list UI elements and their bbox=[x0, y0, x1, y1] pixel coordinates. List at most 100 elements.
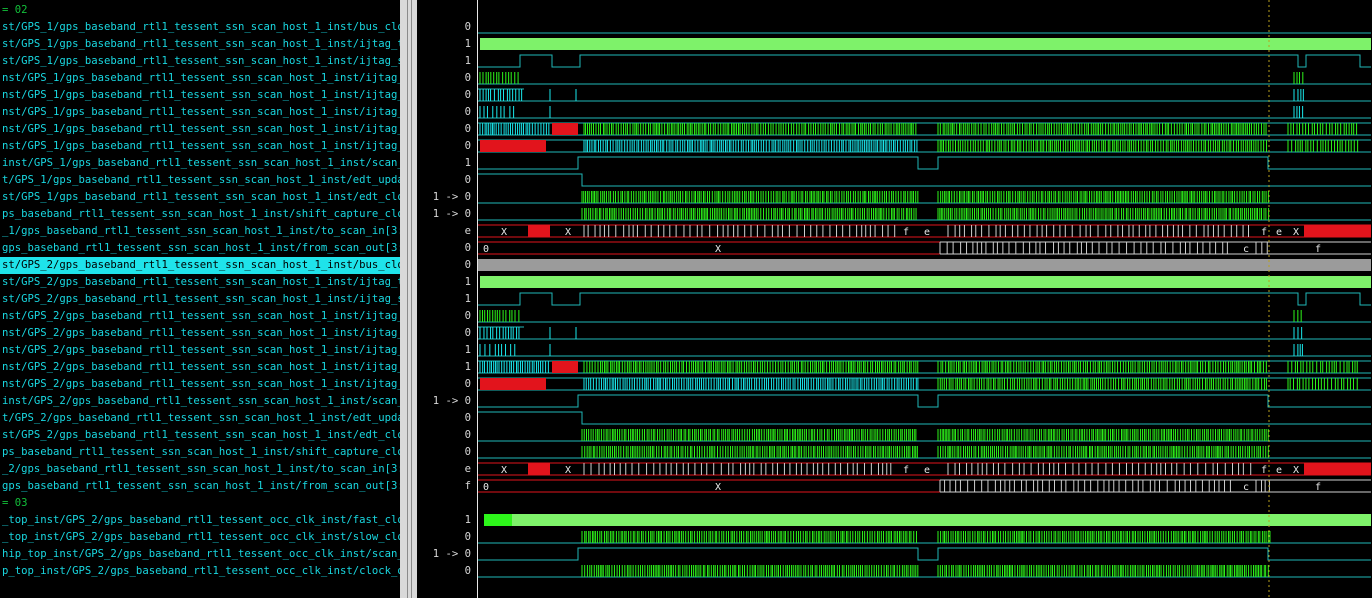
bus-value-label: X bbox=[1293, 227, 1299, 238]
signal-name[interactable]: _top_inst/GPS_2/gps_baseband_rtl1_tessen… bbox=[2, 514, 400, 526]
signal-value: 1 -> 0 bbox=[432, 548, 471, 560]
signal-name[interactable]: ps_baseband_rtl1_tessent_ssn_scan_host_1… bbox=[2, 446, 400, 458]
waveform-ue bbox=[478, 344, 1371, 357]
waveform-so bbox=[478, 139, 1371, 153]
signal-trace bbox=[478, 173, 1371, 187]
signal-name[interactable]: st/GPS_1/gps_baseband_rtl1_tessent_ssn_s… bbox=[2, 21, 400, 33]
waveform-se bbox=[478, 88, 1371, 102]
signal-value: 0 bbox=[464, 89, 471, 101]
waveform-busy_green bbox=[478, 191, 1371, 204]
signal-trace bbox=[478, 156, 1371, 170]
signal-value bbox=[417, 495, 471, 512]
signal-group-header[interactable]: = 03 bbox=[2, 497, 28, 509]
signal-name[interactable]: p_top_inst/GPS_2/gps_baseband_rtl1_tesse… bbox=[2, 565, 400, 577]
bus-value-label: f bbox=[903, 227, 909, 238]
signal-name[interactable]: _top_inst/GPS_2/gps_baseband_rtl1_tessen… bbox=[2, 531, 400, 543]
signal-value: e bbox=[464, 225, 471, 237]
signal-value: 0 bbox=[464, 123, 471, 135]
signal-name[interactable]: st/GPS_2/gps_baseband_rtl1_tessent_ssn_s… bbox=[0, 257, 400, 274]
bus-value-label: c bbox=[1243, 244, 1249, 255]
bus-value-label: X bbox=[715, 244, 721, 255]
signal-name[interactable]: ps_baseband_rtl1_tessent_ssn_scan_host_1… bbox=[2, 208, 400, 220]
signal-value: f bbox=[464, 480, 471, 492]
waveform-busy_green bbox=[478, 429, 1371, 442]
bus-value-label: f bbox=[1315, 482, 1321, 493]
bus-trace bbox=[940, 241, 1371, 255]
signal-name[interactable]: nst/GPS_2/gps_baseband_rtl1_tessent_ssn_… bbox=[2, 378, 400, 390]
bus-value-label: f bbox=[1261, 227, 1267, 238]
signal-value: e bbox=[464, 463, 471, 475]
signal-name[interactable]: hip_top_inst/GPS_2/gps_baseband_rtl1_tes… bbox=[2, 548, 400, 560]
waveform-si bbox=[478, 360, 1371, 374]
signal-name[interactable]: t/GPS_1/gps_baseband_rtl1_tessent_ssn_sc… bbox=[2, 174, 400, 186]
signal-name[interactable]: inst/GPS_2/gps_baseband_rtl1_tessent_ssn… bbox=[2, 395, 400, 407]
bus-value-label: e bbox=[924, 227, 930, 238]
bus-value-label: X bbox=[501, 227, 507, 238]
waveform-edt_update bbox=[478, 411, 1371, 425]
bus-trace bbox=[940, 479, 1371, 493]
waveform-sel bbox=[478, 292, 1371, 306]
signal-value: 1 bbox=[464, 344, 471, 356]
waveform-scan_en bbox=[478, 156, 1371, 170]
pane-splitter[interactable] bbox=[400, 0, 417, 598]
signal-value bbox=[417, 2, 471, 19]
signal-name-pane: = 02 st/GPS_1/gps_baseband_rtl1_tessent_s… bbox=[0, 0, 400, 598]
signal-name[interactable]: st/GPS_1/gps_baseband_rtl1_tessent_ssn_s… bbox=[2, 55, 400, 67]
signal-name[interactable]: gps_baseband_rtl1_tessent_ssn_scan_host_… bbox=[2, 480, 400, 492]
signal-trace bbox=[480, 140, 546, 152]
signal-value: 1 bbox=[464, 293, 471, 305]
signal-value: 1 bbox=[464, 157, 471, 169]
signal-trace bbox=[478, 394, 1371, 408]
signal-group-header[interactable]: = 02 bbox=[2, 4, 28, 16]
signal-name[interactable]: nst/GPS_1/gps_baseband_rtl1_tessent_ssn_… bbox=[2, 140, 400, 152]
signal-name[interactable]: st/GPS_2/gps_baseband_rtl1_tessent_ssn_s… bbox=[2, 293, 400, 305]
signal-name[interactable]: _2/gps_baseband_rtl1_tessent_ssn_scan_ho… bbox=[2, 463, 400, 475]
signal-value: 1 bbox=[464, 38, 471, 50]
waveform-ue bbox=[478, 106, 1371, 119]
signal-name[interactable]: st/GPS_2/gps_baseband_rtl1_tessent_ssn_s… bbox=[2, 429, 400, 441]
waveform-busy_green bbox=[478, 565, 1371, 578]
waveform-edt_update bbox=[478, 173, 1371, 187]
bus-value-label: c bbox=[1243, 482, 1249, 493]
signal-name[interactable]: nst/GPS_1/gps_baseband_rtl1_tessent_ssn_… bbox=[2, 106, 400, 118]
signal-name[interactable]: nst/GPS_1/gps_baseband_rtl1_tessent_ssn_… bbox=[2, 123, 400, 135]
signal-name[interactable]: nst/GPS_1/gps_baseband_rtl1_tessent_ssn_… bbox=[2, 72, 400, 84]
signal-name[interactable]: _1/gps_baseband_rtl1_tessent_ssn_scan_ho… bbox=[2, 225, 400, 237]
signal-value: 0 bbox=[464, 72, 471, 84]
bus-value-label: X bbox=[1293, 465, 1299, 476]
signal-value: 0 bbox=[464, 259, 471, 271]
signal-value: 1 -> 0 bbox=[432, 395, 471, 407]
waveform-busy_green bbox=[478, 531, 1371, 544]
waveform-so bbox=[478, 377, 1371, 391]
bus-value-label: X bbox=[715, 482, 721, 493]
signal-name[interactable]: nst/GPS_2/gps_baseband_rtl1_tessent_ssn_… bbox=[2, 361, 400, 373]
signal-trace bbox=[480, 38, 1371, 50]
signal-trace bbox=[478, 259, 1371, 271]
signal-name[interactable]: nst/GPS_2/gps_baseband_rtl1_tessent_ssn_… bbox=[2, 327, 400, 339]
bus-trace bbox=[478, 479, 940, 493]
signal-name[interactable]: gps_baseband_rtl1_tessent_ssn_scan_host_… bbox=[2, 242, 400, 254]
signal-value: 1 bbox=[464, 361, 471, 373]
bus-value-label: f bbox=[1315, 244, 1321, 255]
signal-name[interactable]: t/GPS_2/gps_baseband_rtl1_tessent_ssn_sc… bbox=[2, 412, 400, 424]
signal-name[interactable]: st/GPS_1/gps_baseband_rtl1_tessent_ssn_s… bbox=[2, 38, 400, 50]
signal-trace bbox=[512, 514, 1371, 526]
signal-value: 0 bbox=[464, 565, 471, 577]
signal-name[interactable]: st/GPS_1/gps_baseband_rtl1_tessent_ssn_s… bbox=[2, 191, 400, 203]
signal-name[interactable]: st/GPS_2/gps_baseband_rtl1_tessent_ssn_s… bbox=[2, 276, 400, 288]
signal-name[interactable]: inst/GPS_1/gps_baseband_rtl1_tessent_ssn… bbox=[2, 157, 400, 169]
signal-value: 0 bbox=[464, 531, 471, 543]
signal-trace bbox=[480, 276, 1371, 288]
signal-name[interactable]: nst/GPS_2/gps_baseband_rtl1_tessent_ssn_… bbox=[2, 344, 400, 356]
waveform-busy_green bbox=[478, 446, 1371, 459]
waveform-si bbox=[478, 122, 1371, 136]
signal-value: 1 -> 0 bbox=[432, 208, 471, 220]
cursor-line[interactable] bbox=[477, 0, 478, 598]
signal-name[interactable]: nst/GPS_2/gps_baseband_rtl1_tessent_ssn_… bbox=[2, 310, 400, 322]
waveform-gray_bar bbox=[478, 259, 1371, 271]
signal-name[interactable]: nst/GPS_1/gps_baseband_rtl1_tessent_ssn_… bbox=[2, 89, 400, 101]
bus-value-label: X bbox=[501, 465, 507, 476]
